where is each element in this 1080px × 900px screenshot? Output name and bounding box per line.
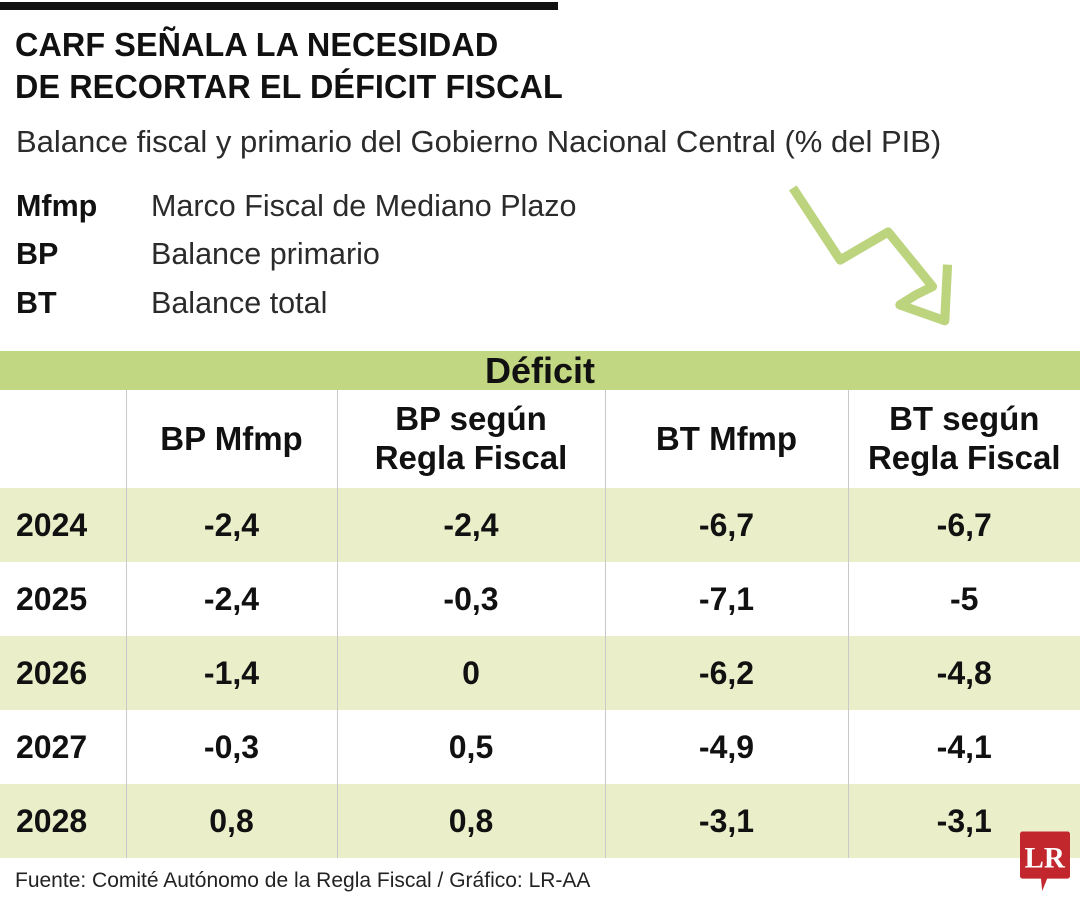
svg-text:LR: LR — [1025, 842, 1066, 874]
